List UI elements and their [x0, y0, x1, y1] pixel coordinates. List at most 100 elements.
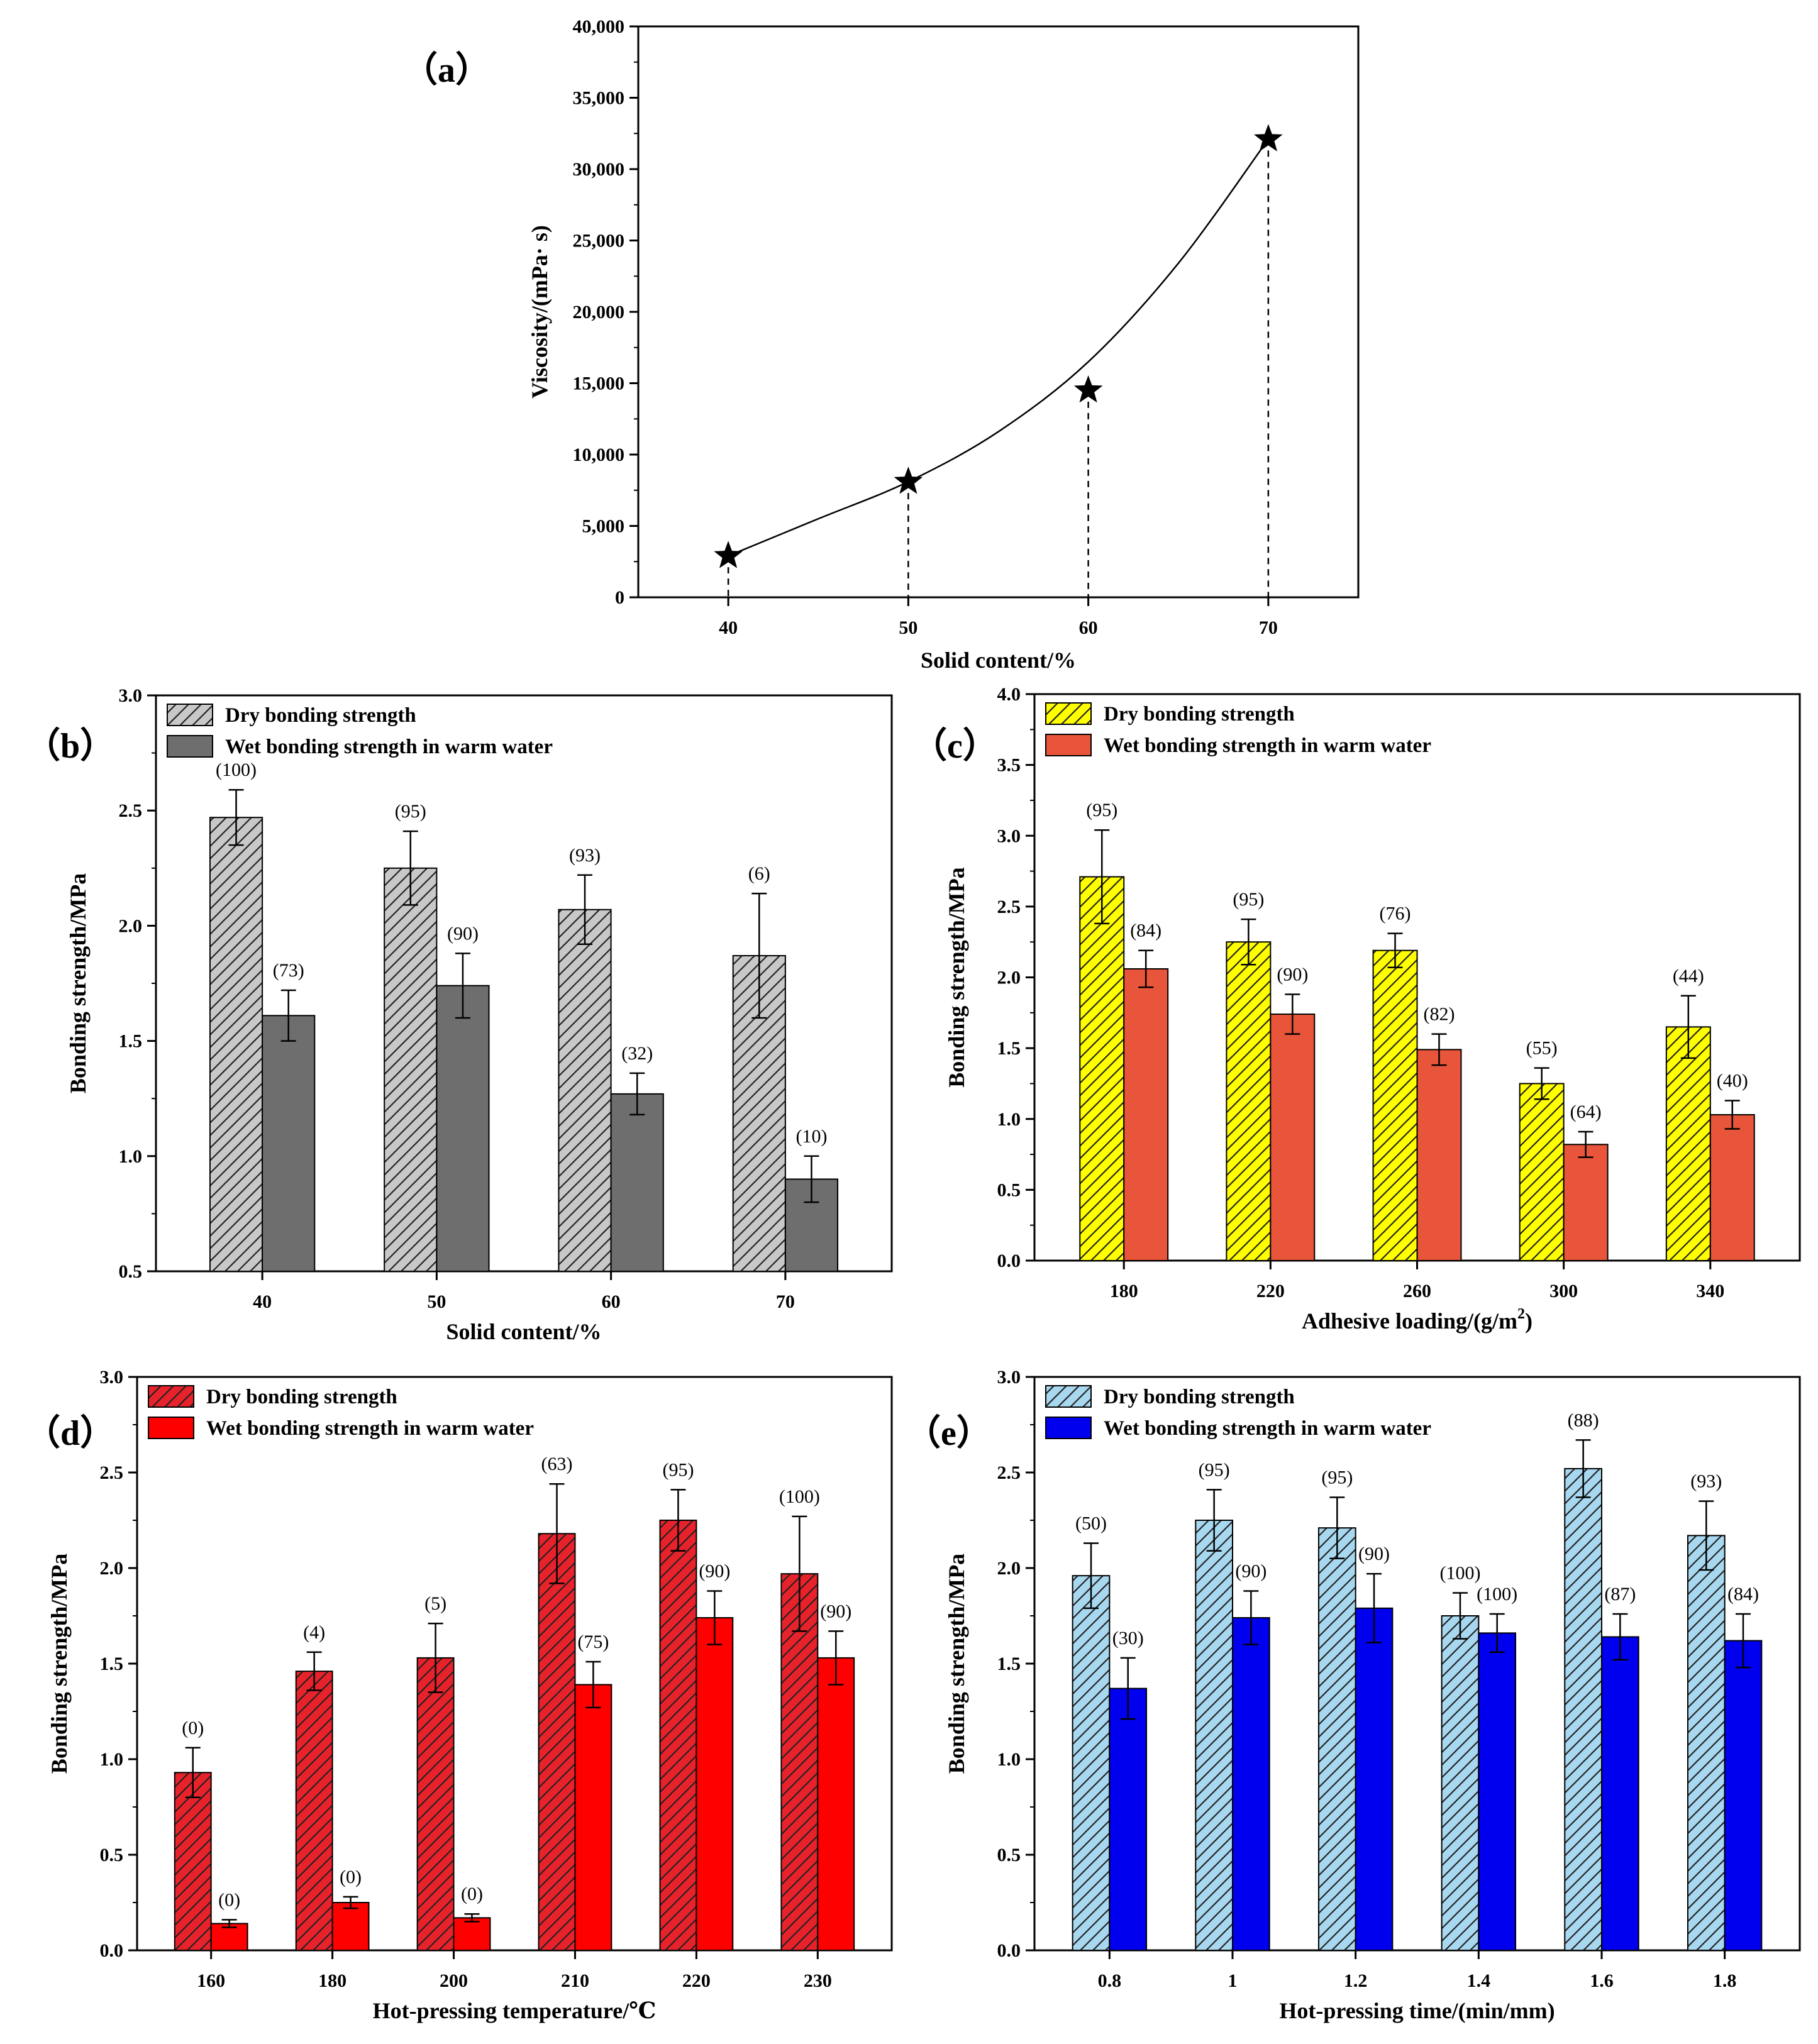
x-tick-label: 0.8	[1098, 1970, 1122, 1991]
x-tick-label: 160	[197, 1970, 225, 1991]
data-label: (55)	[1526, 1038, 1558, 1059]
y-tick-label: 2.5	[997, 1462, 1021, 1483]
bar-wet	[1232, 1617, 1270, 1952]
bar-wet	[1563, 1144, 1609, 1262]
bar-wet	[1109, 1688, 1148, 1952]
data-label: (32)	[621, 1043, 653, 1064]
panel-label-d: （d）	[25, 1413, 115, 1453]
bar-wet	[1270, 1014, 1316, 1261]
bar-wet	[574, 1684, 612, 1951]
x-axis-title-text: Hot-pressing time/(min/mm)	[1279, 1998, 1555, 2023]
y-tick-label: 2.0	[997, 968, 1021, 988]
legend-label: Dry bonding strength	[206, 1386, 397, 1408]
legend-swatch	[148, 1385, 194, 1408]
x-tick-label: 1.8	[1713, 1970, 1737, 1991]
bar-dry	[1079, 876, 1125, 1261]
data-label: (90)	[699, 1561, 730, 1581]
x-tick-label: 340	[1696, 1281, 1724, 1301]
legend-label: Dry bonding strength	[225, 704, 416, 727]
y-tick-label: 3.0	[100, 1367, 124, 1388]
x-tick-label: 60	[602, 1291, 621, 1312]
bar-wet	[331, 1902, 370, 1951]
x-tick-label: 220	[1256, 1281, 1285, 1301]
data-label: (63)	[541, 1454, 573, 1474]
legend-label: Wet bonding strength in warm water	[206, 1417, 534, 1440]
data-label: (73)	[273, 960, 304, 981]
data-label: (95)	[1321, 1467, 1353, 1488]
legend-swatch	[1045, 1385, 1092, 1408]
x-axis-title: Solid content/%	[921, 648, 1076, 673]
panel-label-b: （b）	[25, 726, 115, 766]
y-tick-label: 1.0	[119, 1146, 143, 1167]
x-axis-title-end: )	[1525, 1308, 1533, 1334]
bar-wet	[1478, 1632, 1517, 1952]
bar-wet	[1709, 1113, 1755, 1262]
panel-label-c: （c）	[912, 726, 998, 766]
y-tick-label: 0.5	[119, 1261, 143, 1282]
bar-dry	[659, 1520, 697, 1951]
x-tick-label: 1.2	[1344, 1970, 1368, 1991]
y-tick-label: 3.0	[119, 685, 143, 706]
data-label: (90)	[1277, 964, 1308, 985]
y-axis-title: Bonding strength/MPa	[47, 1554, 72, 1774]
y-tick-label: 3.0	[997, 826, 1021, 846]
data-label: (0)	[461, 1884, 483, 1904]
y-tick-label: 0	[615, 587, 624, 608]
bar-wet	[610, 1093, 664, 1272]
x-tick-label: 50	[899, 617, 917, 638]
bar-dry	[174, 1772, 212, 1952]
legend-swatch	[1045, 1417, 1092, 1439]
x-tick-label: 180	[1110, 1281, 1138, 1301]
legend-swatch	[167, 704, 213, 726]
legend-label: Wet bonding strength in warm water	[1104, 1417, 1431, 1440]
y-axis-title: Viscosity/(mPa· s)	[527, 225, 552, 399]
x-axis-title-text: Adhesive loading/(g/m	[1302, 1308, 1517, 1334]
y-tick-label: 2.0	[100, 1558, 124, 1579]
x-axis-title: Hot-pressing temperature/℃	[373, 1998, 657, 2023]
y-tick-label: 1.0	[997, 1109, 1021, 1130]
legend-label: Wet bonding strength in warm water	[1104, 734, 1431, 757]
y-tick-label: 30,000	[573, 159, 625, 180]
y-axis-title: Bonding strength/MPa	[944, 867, 969, 1087]
x-tick-label: 40	[719, 617, 738, 638]
data-label: (0)	[340, 1867, 362, 1887]
data-label: (95)	[1199, 1459, 1230, 1480]
bar-wet	[262, 1015, 316, 1273]
data-label: (93)	[1690, 1471, 1722, 1492]
legend-label: Wet bonding strength in warm water	[225, 736, 553, 758]
x-tick-label: 180	[318, 1970, 346, 1991]
legend-label: Dry bonding strength	[1104, 703, 1295, 726]
y-tick-label: 5,000	[582, 516, 625, 537]
y-tick-label: 0.0	[997, 1251, 1021, 1271]
bar-dry	[209, 817, 263, 1272]
data-label: (0)	[218, 1889, 240, 1910]
data-point-star	[714, 541, 743, 568]
y-tick-label: 3.5	[997, 755, 1021, 776]
y-tick-label: 2.5	[100, 1462, 124, 1483]
data-label: (5)	[424, 1593, 446, 1614]
x-tick-label: 230	[804, 1970, 832, 1991]
y-tick-label: 0.0	[100, 1940, 124, 1961]
legend-swatch	[1045, 734, 1092, 756]
bar-dry	[1687, 1535, 1726, 1952]
bar-wet	[436, 985, 490, 1272]
data-label: (10)	[795, 1126, 827, 1147]
bar-wet	[1724, 1640, 1763, 1952]
data-label: (76)	[1380, 903, 1411, 924]
y-tick-label: 10,000	[573, 445, 625, 465]
data-point-star	[1254, 124, 1283, 152]
y-tick-label: 0.5	[100, 1845, 124, 1865]
data-label: (0)	[182, 1718, 204, 1738]
x-tick-label: 50	[427, 1291, 446, 1312]
bar-wet	[696, 1617, 734, 1952]
fit-curve	[728, 138, 1269, 557]
data-label: (50)	[1075, 1513, 1107, 1533]
data-label: (90)	[1235, 1561, 1267, 1581]
data-label: (6)	[748, 863, 770, 884]
data-label: (64)	[1570, 1102, 1602, 1122]
data-label: (40)	[1717, 1070, 1748, 1091]
data-point-star	[894, 467, 923, 494]
panel-label-e: （e）	[906, 1413, 992, 1453]
bar-dry	[1317, 1527, 1356, 1951]
